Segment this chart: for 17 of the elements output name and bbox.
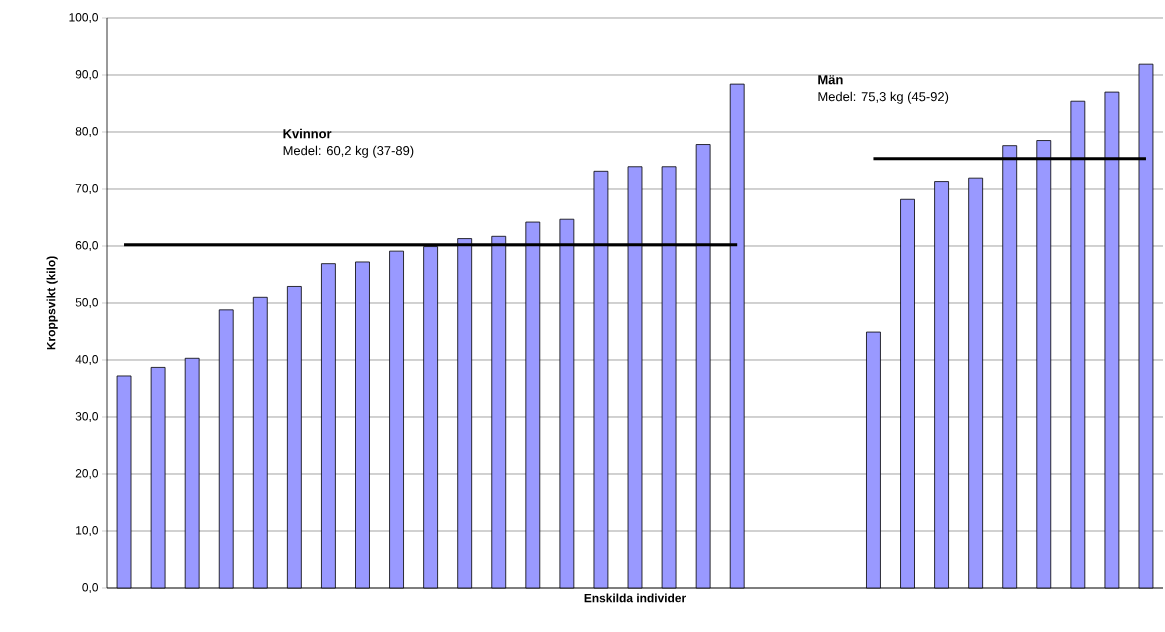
y-tick-label: 90,0 (75, 70, 99, 80)
y-tick-label: 60,0 (75, 241, 99, 251)
annotation: Medel: 60,2 kg (37-89) (283, 145, 414, 158)
annotation: Medel: 75,3 kg (45-92) (818, 91, 949, 104)
annotation: Män (818, 75, 843, 85)
y-tick-label: 10,0 (76, 526, 99, 536)
annotation: Kvinnor (283, 128, 332, 139)
y-tick-label: 0,0 (82, 583, 99, 593)
y-tick-label: 100,0 (69, 13, 99, 23)
y-tick-label: 50,0 (75, 298, 99, 308)
y-tick-label: 20,0 (75, 469, 99, 479)
y-tick-label: 80,0 (75, 127, 99, 137)
x-axis-title: Enskilda individer (584, 593, 686, 603)
y-tick-label: 30,0 (75, 412, 99, 422)
y-tick-label: 70,0 (75, 184, 99, 194)
y-tick-label: 40,0 (75, 355, 99, 365)
y-axis-title: Kroppsvikt (kilo) (46, 256, 58, 350)
